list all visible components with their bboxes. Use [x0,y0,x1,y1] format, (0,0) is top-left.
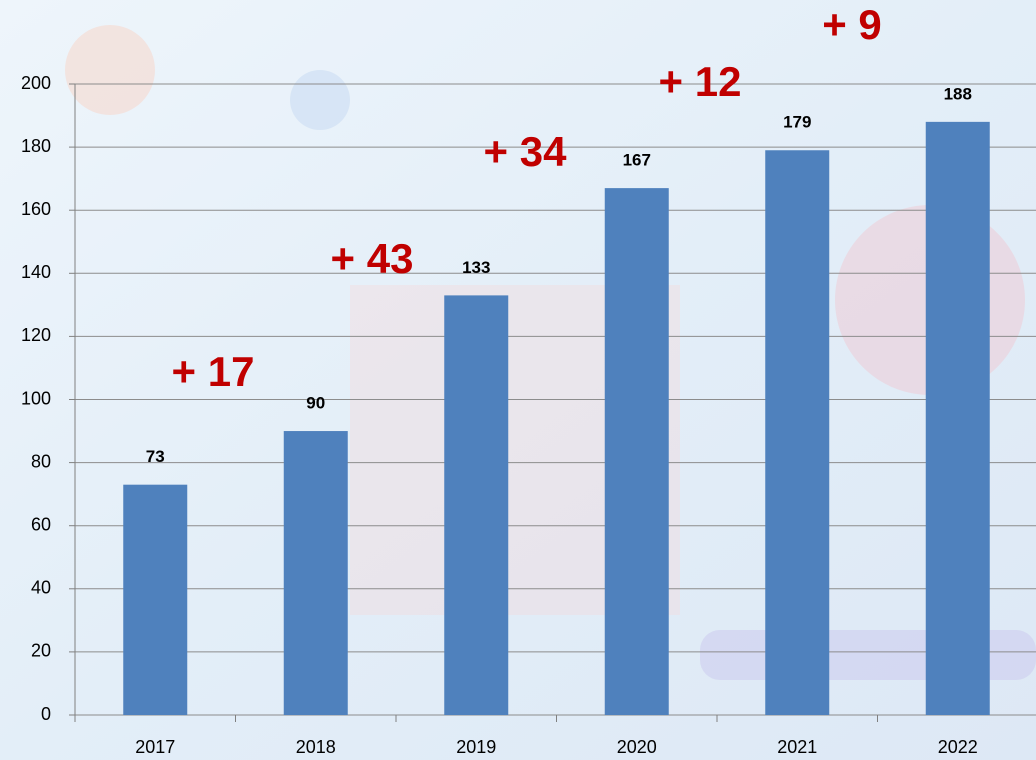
annotation: + 12 [659,58,742,105]
y-tick-label: 160 [21,199,51,219]
y-tick-label: 120 [21,325,51,345]
bar [284,431,348,715]
x-tick-label: 2022 [938,737,978,757]
y-tick-label: 60 [31,514,51,534]
y-tick-label: 80 [31,451,51,471]
bar [765,150,829,715]
value-label: 133 [462,258,490,277]
value-label: 90 [306,394,325,413]
x-tick-label: 2021 [777,737,817,757]
y-tick-label: 200 [21,73,51,93]
y-tick-label: 100 [21,388,51,408]
x-tick-label: 2017 [135,737,175,757]
y-tick-label: 40 [31,578,51,598]
annotation: + 17 [172,348,255,395]
y-tick-label: 20 [31,641,51,661]
bar [926,122,990,715]
value-label: 167 [623,151,651,170]
annotation: + 34 [484,128,568,175]
value-label: 179 [783,113,811,132]
x-tick-label: 2018 [296,737,336,757]
bar [123,485,187,715]
decoration [290,70,350,130]
bar [605,188,669,715]
y-tick-label: 0 [41,704,51,724]
y-tick-label: 140 [21,262,51,282]
bar [444,295,508,715]
annotation: + 43 [331,235,414,282]
annotation: + 9 [822,1,882,48]
x-tick-label: 2020 [617,737,657,757]
decoration [65,25,155,115]
chart: 0 20 40 60 80 100 120 140 160 180 200 2017 73 2018 90 2… [0,0,1036,760]
value-label: 73 [146,447,165,466]
x-tick-label: 2019 [456,737,496,757]
value-label: 188 [944,84,972,103]
y-tick-label: 180 [21,136,51,156]
